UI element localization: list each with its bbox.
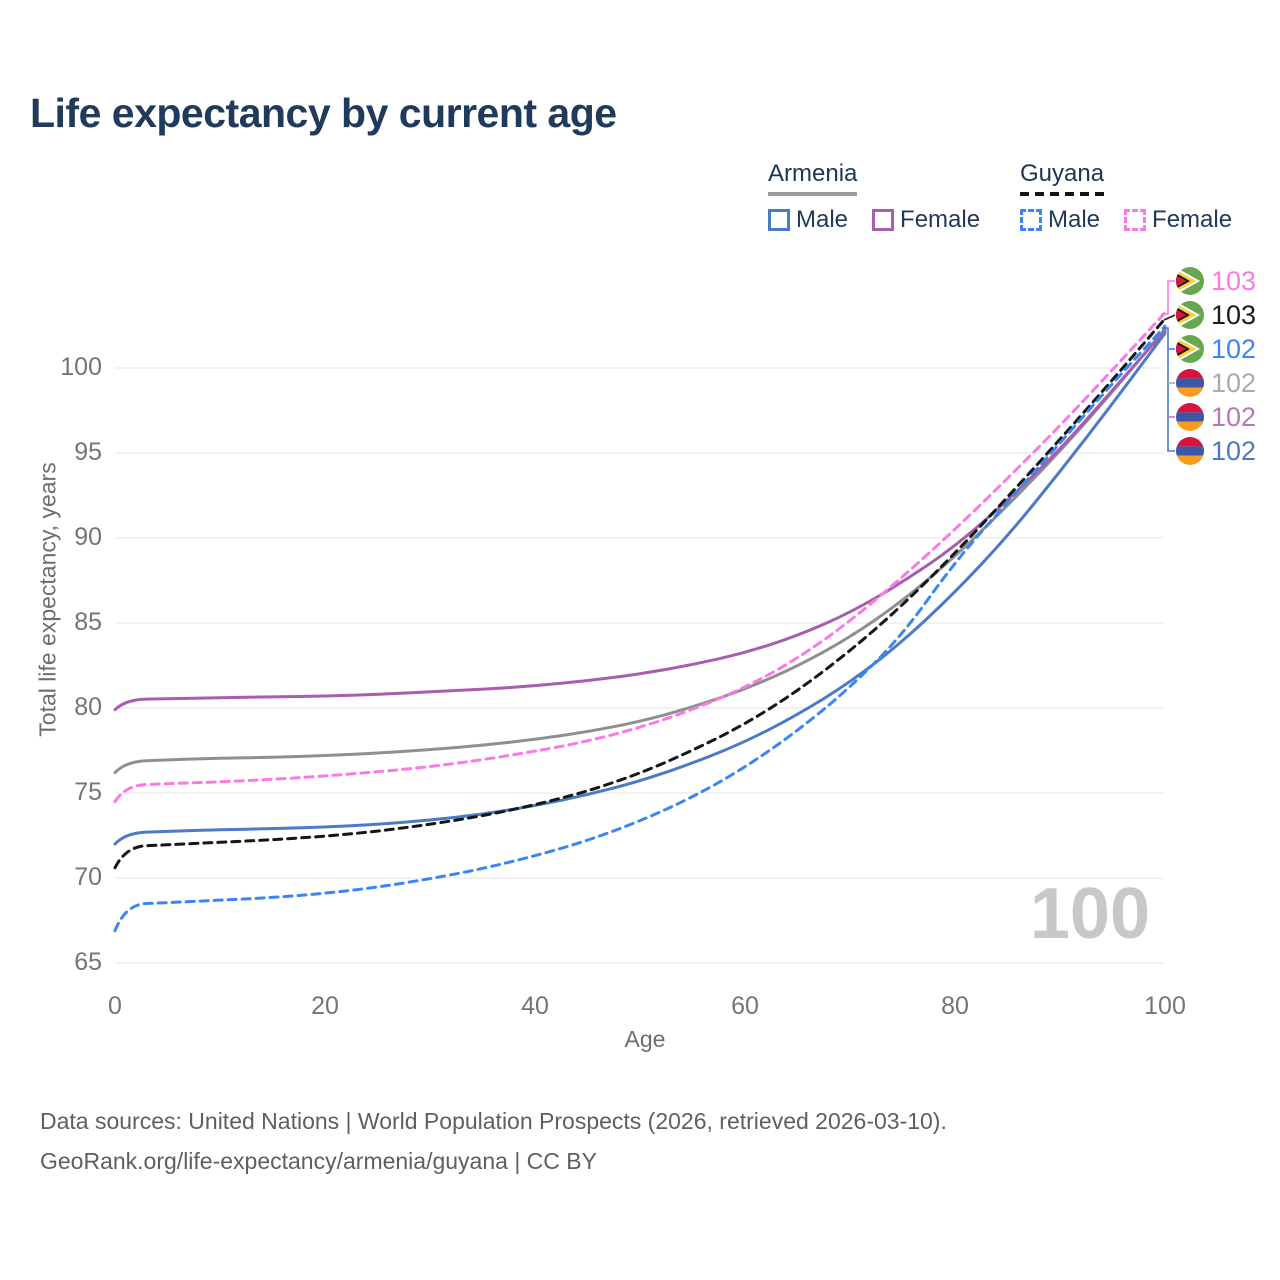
attribution-link-text[interactable]: GeoRank.org/life-expectancy/armenia/guya…	[40, 1148, 597, 1174]
end-label-guyana-female: 103	[1176, 264, 1256, 298]
legend-underline-armenia	[768, 192, 858, 196]
armenia-flag-icon	[1176, 403, 1204, 431]
legend-group-armenia: Armenia Male Female	[768, 160, 980, 234]
end-value: 102	[1211, 401, 1257, 432]
current-age-watermark: 100	[1029, 874, 1150, 954]
legend-group-guyana: Guyana Male Female	[1020, 160, 1232, 234]
x-tick-label-80: 80	[941, 992, 969, 1020]
end-label-guyana-male: 102	[1176, 332, 1256, 366]
leader-line-guyana-all	[1163, 314, 1176, 321]
legend-item-armenia-male[interactable]: Male	[768, 206, 848, 234]
series-line-armenia-female[interactable]	[113, 329, 1167, 712]
legend-item-label: Male	[796, 206, 849, 233]
x-tick-label-20: 20	[311, 992, 339, 1020]
x-tick-label-100: 100	[1144, 992, 1186, 1020]
end-value: 102	[1211, 367, 1257, 398]
guyana-flag-icon	[1176, 301, 1204, 329]
guyana-female-swatch-icon	[1124, 209, 1147, 231]
y-axis-title: Total life expectancy, years	[34, 462, 61, 737]
armenia-male-swatch-icon	[768, 209, 790, 231]
guyana-flag-icon	[1176, 267, 1204, 295]
legend-item-label: Female	[1152, 206, 1233, 233]
end-label-armenia-female: 102	[1176, 400, 1256, 434]
legend-item-guyana-male[interactable]: Male	[1020, 206, 1100, 234]
legend-item-label: Male	[1048, 206, 1101, 233]
armenia-flag-icon	[1176, 369, 1204, 397]
end-value: 103	[1211, 299, 1257, 330]
armenia-flag-icon	[1176, 437, 1204, 465]
y-tick-label-65: 65	[74, 948, 102, 976]
page-title: Life expectancy by current age	[30, 90, 617, 136]
legend-country-armenia[interactable]: Armenia	[768, 160, 858, 196]
guyana-flag-icon	[1176, 335, 1204, 363]
y-tick-label-95: 95	[74, 438, 102, 466]
x-axis-title: Age	[624, 1026, 666, 1052]
guyana-male-swatch-icon	[1020, 209, 1042, 231]
y-tick-label-80: 80	[74, 693, 102, 721]
x-tick-label-40: 40	[521, 992, 549, 1020]
end-value: 102	[1211, 333, 1257, 364]
y-tick-label-85: 85	[74, 608, 102, 636]
legend-item-guyana-female[interactable]: Female	[1124, 206, 1232, 234]
end-label-armenia-male: 102	[1176, 434, 1256, 468]
armenia-female-swatch-icon	[872, 209, 895, 231]
end-value: 102	[1211, 435, 1257, 466]
x-tick-label-0: 0	[108, 992, 122, 1020]
y-tick-label-90: 90	[74, 523, 102, 551]
series-line-guyana-male[interactable]	[113, 324, 1167, 933]
legend-item-armenia-female[interactable]: Female	[872, 206, 980, 234]
series-line-guyana-all[interactable]	[113, 317, 1167, 870]
end-label-armenia-all: 102	[1176, 366, 1256, 400]
y-tick-label-100: 100	[60, 353, 102, 381]
end-label-guyana-all: 103	[1176, 298, 1256, 332]
legend-country-label: Guyana	[1020, 160, 1105, 187]
y-tick-label-70: 70	[74, 863, 102, 891]
legend-country-guyana[interactable]: Guyana	[1020, 160, 1105, 196]
x-tick-label-60: 60	[731, 992, 759, 1020]
data-sources-text: Data sources: United Nations | World Pop…	[40, 1108, 947, 1134]
series-line-guyana-female[interactable]	[113, 311, 1167, 803]
series-line-armenia-male[interactable]	[113, 331, 1167, 846]
legend-country-label: Armenia	[768, 160, 858, 187]
series-line-armenia-all[interactable]	[113, 327, 1167, 775]
end-value: 103	[1211, 265, 1257, 296]
legend-underline-guyana	[1020, 192, 1105, 196]
y-tick-label-75: 75	[74, 778, 102, 806]
leader-line-armenia-male	[1162, 327, 1175, 452]
leader-line-guyana-female	[1161, 280, 1175, 315]
legend-item-label: Female	[900, 206, 981, 233]
